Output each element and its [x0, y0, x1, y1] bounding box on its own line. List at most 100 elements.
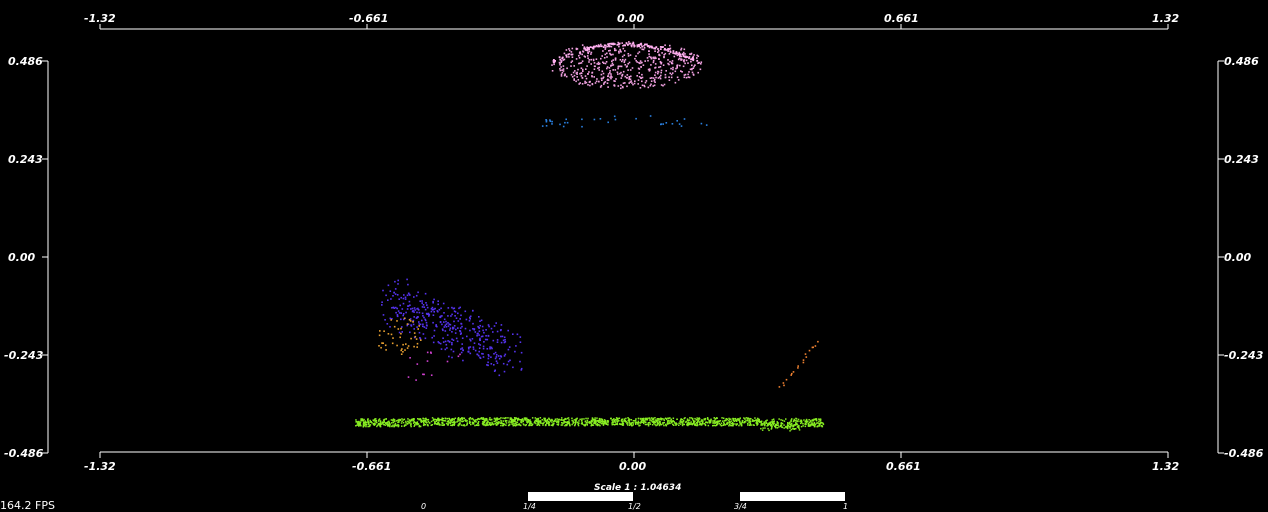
point	[817, 422, 819, 424]
point	[468, 422, 471, 424]
point	[607, 73, 610, 75]
point	[437, 419, 439, 421]
point	[587, 417, 589, 420]
point	[386, 424, 389, 426]
point	[524, 424, 527, 427]
point	[755, 422, 757, 424]
point	[433, 335, 435, 337]
point	[638, 61, 640, 64]
point	[578, 62, 580, 65]
point	[619, 48, 621, 51]
point	[493, 370, 496, 372]
point	[459, 353, 461, 356]
point	[676, 76, 679, 79]
point	[444, 324, 447, 327]
point	[529, 422, 531, 424]
point	[686, 424, 688, 426]
point	[680, 58, 682, 60]
point	[716, 423, 718, 426]
point	[396, 320, 398, 322]
point	[701, 421, 704, 424]
point	[358, 420, 360, 423]
point	[729, 423, 731, 426]
point	[522, 420, 524, 423]
point	[585, 421, 588, 424]
point	[686, 423, 689, 425]
point	[697, 71, 699, 74]
point	[421, 312, 424, 315]
point	[677, 79, 680, 81]
point	[493, 364, 495, 366]
point	[590, 53, 592, 55]
point	[590, 58, 592, 61]
point	[431, 417, 434, 419]
point	[403, 294, 405, 296]
point	[575, 72, 578, 74]
point	[455, 328, 457, 331]
point	[414, 424, 416, 426]
point	[575, 58, 578, 60]
point	[730, 420, 733, 422]
point	[356, 424, 358, 426]
point	[696, 54, 698, 57]
point	[452, 423, 454, 426]
point	[640, 77, 642, 79]
point	[560, 424, 563, 426]
point	[691, 423, 694, 426]
point	[558, 420, 560, 422]
point	[621, 418, 623, 420]
point	[419, 300, 421, 302]
point	[425, 327, 428, 329]
point	[698, 421, 701, 423]
point	[545, 420, 547, 423]
point	[794, 424, 797, 426]
point	[374, 421, 376, 423]
point	[669, 51, 672, 53]
point	[451, 424, 453, 427]
point	[425, 421, 427, 424]
point	[450, 315, 452, 317]
point	[717, 420, 719, 422]
point	[544, 419, 547, 421]
point	[433, 308, 435, 311]
point	[741, 420, 744, 422]
point	[381, 301, 383, 303]
point	[612, 64, 615, 66]
point	[653, 78, 656, 81]
point	[490, 356, 492, 358]
point	[553, 421, 555, 423]
point	[457, 417, 460, 419]
point	[565, 424, 568, 427]
point	[687, 73, 689, 76]
point	[701, 419, 703, 422]
point	[461, 343, 463, 345]
point	[720, 422, 723, 424]
point	[691, 422, 693, 425]
point	[443, 312, 445, 314]
point	[364, 420, 366, 422]
point	[798, 427, 800, 429]
point	[669, 60, 671, 63]
scale-tick-label: 1	[843, 502, 848, 511]
point	[620, 84, 622, 86]
point	[570, 51, 573, 53]
point	[417, 423, 419, 425]
point	[670, 73, 673, 76]
point	[634, 80, 636, 82]
point	[599, 118, 602, 120]
point	[523, 417, 526, 419]
point	[558, 61, 561, 64]
point	[391, 419, 394, 421]
point	[496, 422, 499, 425]
point	[457, 312, 459, 315]
point	[553, 59, 555, 61]
point	[625, 66, 628, 68]
point	[677, 53, 680, 56]
point	[772, 424, 775, 426]
point	[489, 424, 492, 426]
point	[641, 76, 644, 79]
point	[634, 419, 637, 422]
point	[781, 422, 784, 425]
point	[690, 417, 693, 419]
